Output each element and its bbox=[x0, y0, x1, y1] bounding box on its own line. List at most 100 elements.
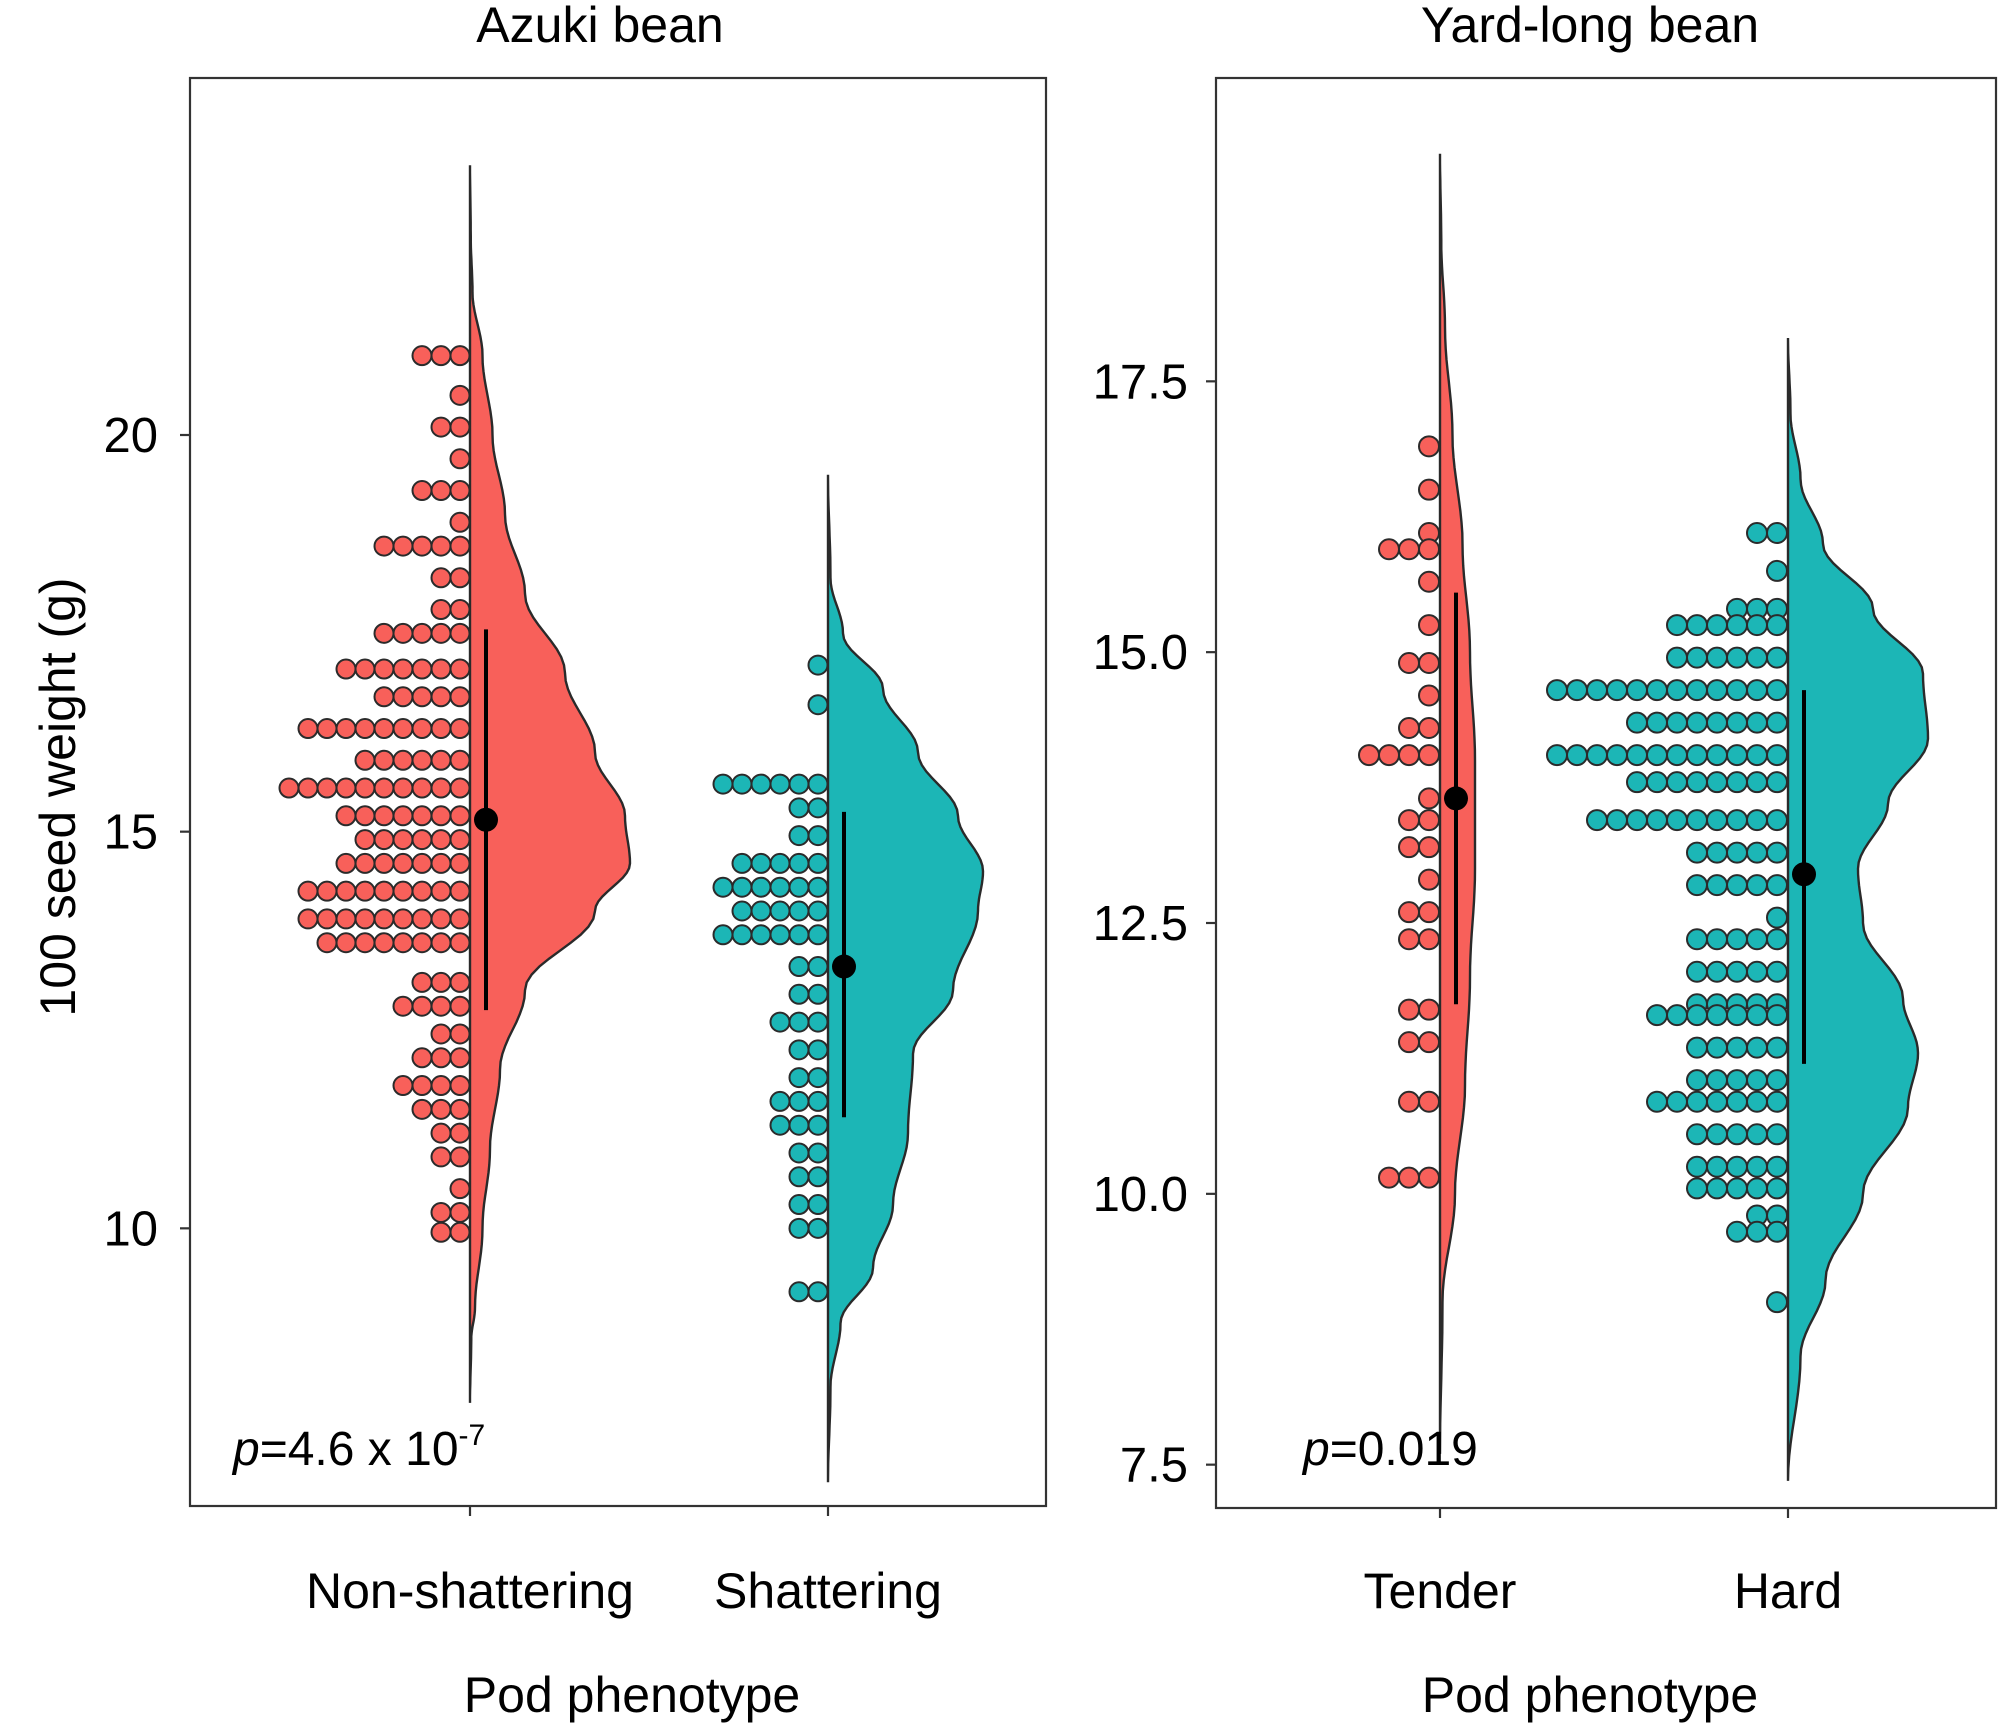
data-point bbox=[1766, 522, 1788, 544]
data-point bbox=[1586, 809, 1608, 832]
data-point bbox=[354, 718, 376, 740]
mean-point-hard bbox=[1792, 862, 1816, 887]
data-point bbox=[807, 825, 829, 847]
data-point bbox=[430, 1122, 452, 1144]
data-point bbox=[430, 658, 452, 680]
data-point bbox=[449, 1221, 471, 1243]
data-point bbox=[449, 749, 471, 771]
data-point bbox=[335, 718, 357, 740]
data-point bbox=[1746, 1004, 1768, 1027]
data-point bbox=[1686, 874, 1708, 897]
data-point bbox=[1646, 1004, 1668, 1027]
p-value-exponent: -7 bbox=[459, 1419, 486, 1452]
data-point bbox=[807, 654, 829, 676]
data-point bbox=[1766, 874, 1788, 897]
data-point bbox=[449, 1047, 471, 1069]
x-axis-title-yardlong: Pod phenotype bbox=[1422, 1667, 1758, 1723]
data-point bbox=[411, 1075, 433, 1097]
data-point bbox=[373, 852, 395, 874]
data-point bbox=[1766, 841, 1788, 864]
data-point bbox=[373, 880, 395, 902]
data-point bbox=[1746, 614, 1768, 637]
data-point bbox=[1626, 744, 1648, 767]
data-point bbox=[788, 900, 810, 922]
data-point bbox=[392, 880, 414, 902]
mean-point-shattering bbox=[832, 954, 856, 979]
x-axis-azuki: Non-shattering Shattering bbox=[306, 1506, 942, 1619]
data-point bbox=[411, 829, 433, 851]
y-tick-label: 7.5 bbox=[1120, 1439, 1188, 1493]
data-point bbox=[807, 1281, 829, 1303]
data-point bbox=[430, 908, 452, 930]
data-point bbox=[449, 622, 471, 644]
data-point bbox=[1398, 1090, 1420, 1113]
data-point bbox=[1726, 1155, 1748, 1178]
data-point bbox=[449, 480, 471, 502]
data-point bbox=[373, 686, 395, 708]
data-point bbox=[430, 880, 452, 902]
data-point bbox=[1766, 679, 1788, 702]
data-point bbox=[769, 852, 791, 874]
data-point bbox=[449, 908, 471, 930]
data-point bbox=[354, 805, 376, 827]
data-point bbox=[1706, 809, 1728, 832]
x-axis-yardlong: Tender Hard bbox=[1364, 1508, 1842, 1619]
data-point bbox=[430, 535, 452, 557]
data-point bbox=[278, 777, 300, 799]
data-point bbox=[449, 852, 471, 874]
data-point bbox=[430, 805, 452, 827]
data-point bbox=[750, 773, 772, 795]
data-point bbox=[354, 908, 376, 930]
data-point bbox=[788, 797, 810, 819]
data-point bbox=[430, 345, 452, 367]
data-point bbox=[449, 995, 471, 1017]
data-point bbox=[1766, 1090, 1788, 1113]
data-point bbox=[411, 345, 433, 367]
data-point bbox=[1766, 559, 1788, 582]
data-point bbox=[1746, 1123, 1768, 1146]
data-point bbox=[1646, 771, 1668, 794]
data-point bbox=[1746, 646, 1768, 669]
data-point bbox=[1606, 809, 1628, 832]
data-point bbox=[354, 777, 376, 799]
data-point bbox=[1666, 614, 1688, 637]
y-tick-label: 10.0 bbox=[1093, 1168, 1188, 1222]
data-point bbox=[1726, 711, 1748, 734]
plot-area-yardlong bbox=[1358, 153, 1930, 1481]
data-point bbox=[1666, 1004, 1688, 1027]
data-point bbox=[1766, 646, 1788, 669]
data-point bbox=[1726, 1123, 1748, 1146]
data-point bbox=[807, 1039, 829, 1061]
data-point bbox=[449, 1178, 471, 1200]
data-point bbox=[1766, 1220, 1788, 1243]
data-point bbox=[411, 480, 433, 502]
data-point bbox=[1666, 809, 1688, 832]
data-point bbox=[411, 971, 433, 993]
data-point bbox=[712, 773, 734, 795]
data-point bbox=[807, 900, 829, 922]
p-value-yardlong: p=0.019 bbox=[1301, 1423, 1478, 1476]
data-point bbox=[788, 1039, 810, 1061]
data-point bbox=[392, 852, 414, 874]
panel-title-azuki: Azuki bean bbox=[476, 0, 723, 53]
data-point bbox=[411, 535, 433, 557]
violin-shattering bbox=[826, 474, 985, 1483]
data-point bbox=[731, 852, 753, 874]
data-point bbox=[1358, 744, 1380, 767]
data-point bbox=[449, 384, 471, 406]
panel-frame-azuki bbox=[188, 76, 1048, 1508]
data-point bbox=[335, 880, 357, 902]
data-point bbox=[430, 829, 452, 851]
data-point bbox=[1398, 1031, 1420, 1054]
data-point bbox=[1746, 771, 1768, 794]
data-point bbox=[1418, 570, 1440, 593]
data-point bbox=[1726, 1004, 1748, 1027]
data-point bbox=[1418, 652, 1440, 674]
data-point bbox=[449, 1098, 471, 1120]
data-point bbox=[1766, 711, 1788, 734]
data-point bbox=[1418, 1166, 1440, 1189]
data-point bbox=[1566, 679, 1588, 702]
data-point bbox=[1646, 1090, 1668, 1113]
data-point bbox=[769, 900, 791, 922]
data-point bbox=[411, 1098, 433, 1120]
